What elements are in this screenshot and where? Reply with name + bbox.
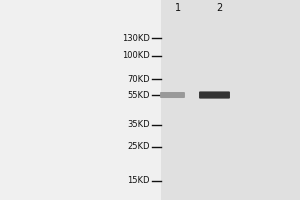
FancyBboxPatch shape <box>199 91 230 99</box>
Text: 100KD: 100KD <box>122 51 150 60</box>
FancyBboxPatch shape <box>160 92 185 98</box>
Text: 15KD: 15KD <box>128 176 150 185</box>
Text: 130KD: 130KD <box>122 34 150 43</box>
Text: 1: 1 <box>176 3 182 13</box>
Text: 25KD: 25KD <box>128 142 150 151</box>
Text: 2: 2 <box>216 3 222 13</box>
Text: 35KD: 35KD <box>128 120 150 129</box>
Text: 70KD: 70KD <box>128 75 150 84</box>
Bar <box>160 0 300 200</box>
Text: 55KD: 55KD <box>128 91 150 100</box>
